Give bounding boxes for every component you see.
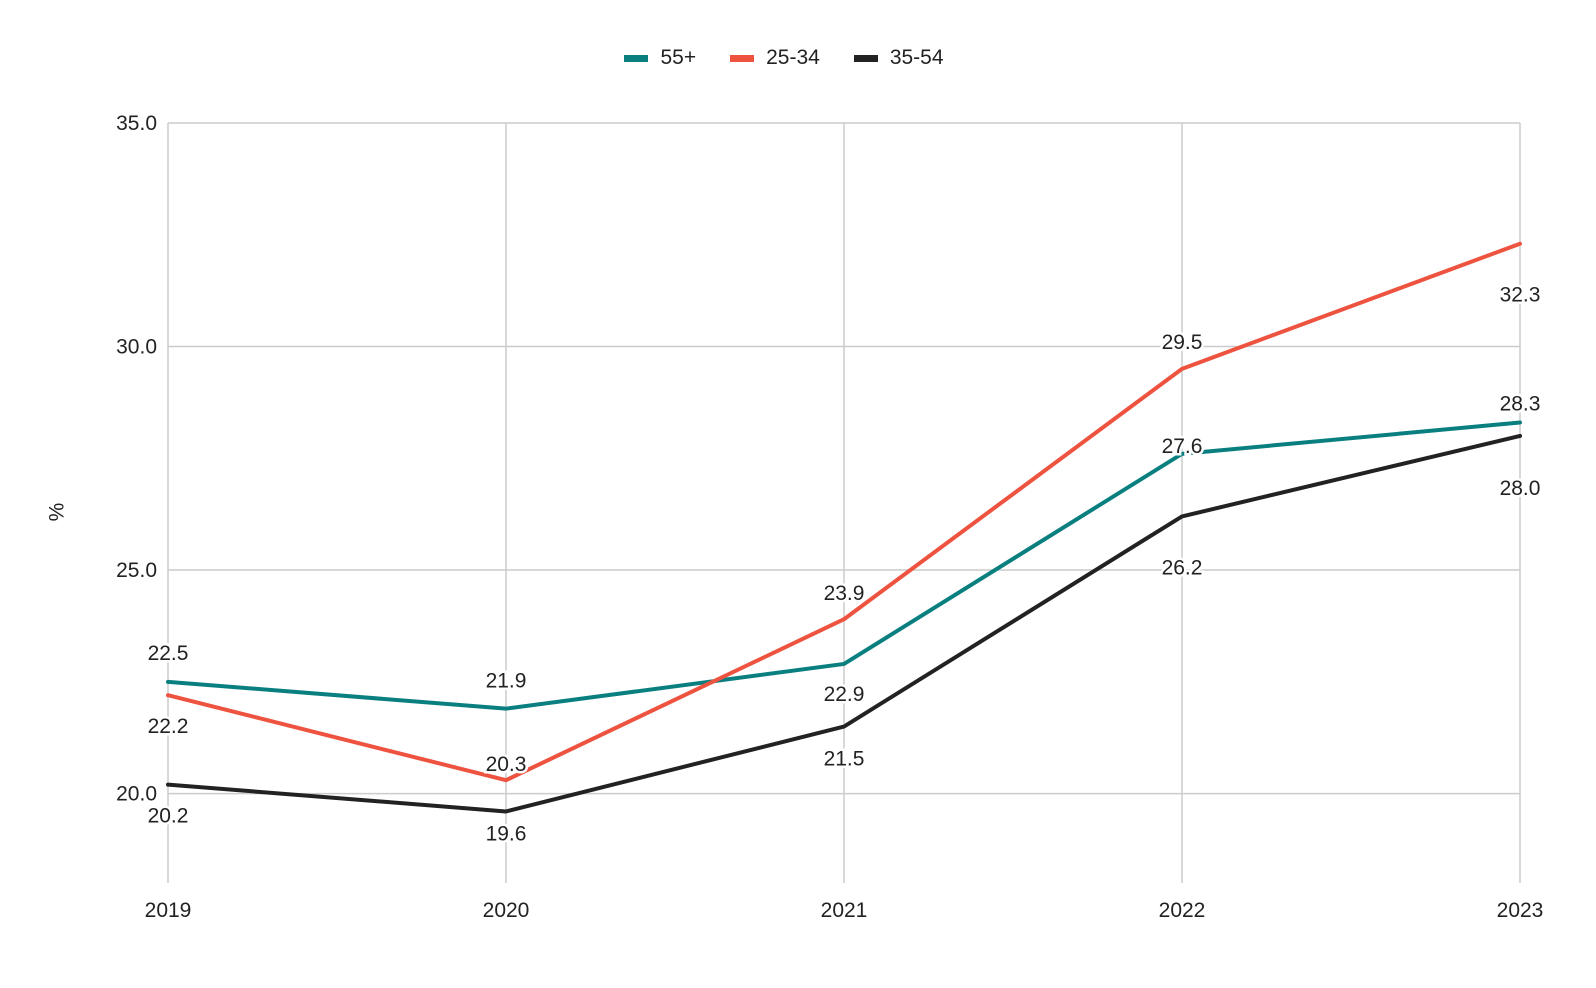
x-tick-label: 2022 <box>1159 899 1206 922</box>
x-tick-label: 2023 <box>1497 899 1544 922</box>
data-label-35-54: 19.6 <box>486 822 527 845</box>
legend-item-55-plus[interactable]: 55+ <box>624 46 696 70</box>
legend-swatch-35-54 <box>853 54 878 62</box>
legend-item-35-54[interactable]: 35-54 <box>853 46 944 70</box>
data-label-25-34: 32.3 <box>1500 284 1541 307</box>
data-label-25-34: 29.5 <box>1162 331 1203 354</box>
series-line-55 <box>166 420 1522 711</box>
legend: 55+ 25-34 35-54 <box>0 46 1568 70</box>
x-tick-label: 2021 <box>821 899 868 922</box>
y-tick-label: 35.0 <box>116 112 157 135</box>
data-label-35-54: 21.5 <box>824 748 865 771</box>
legend-label-55-plus: 55+ <box>660 46 697 69</box>
data-label-55: 22.9 <box>824 683 865 706</box>
data-label-55: 27.6 <box>1162 435 1203 458</box>
data-label-55: 22.5 <box>148 642 189 665</box>
data-label-25-34: 20.3 <box>486 753 527 776</box>
legend-label-25-34: 25-34 <box>766 46 820 69</box>
legend-item-25-34[interactable]: 25-34 <box>730 46 820 70</box>
legend-label-35-54: 35-54 <box>889 46 944 69</box>
data-label-35-54: 26.2 <box>1162 556 1203 579</box>
legend-swatch-55-plus <box>624 54 649 62</box>
data-label-25-34: 22.2 <box>148 715 189 738</box>
data-label-25-34: 23.9 <box>824 582 865 605</box>
data-label-55: 28.3 <box>1500 393 1541 416</box>
series-line-25-34 <box>166 241 1522 783</box>
y-tick-label: 25.0 <box>116 559 157 582</box>
x-tick-label: 2020 <box>483 899 530 922</box>
data-label-35-54: 28.0 <box>1500 477 1541 500</box>
data-label-35-54: 20.2 <box>148 805 189 828</box>
series-line-35-54 <box>166 433 1522 814</box>
x-tick-label: 2019 <box>145 899 192 922</box>
y-tick-label: 20.0 <box>116 783 157 806</box>
legend-swatch-25-34 <box>730 54 755 62</box>
data-label-55: 21.9 <box>486 670 527 693</box>
y-tick-label: 30.0 <box>116 336 157 359</box>
